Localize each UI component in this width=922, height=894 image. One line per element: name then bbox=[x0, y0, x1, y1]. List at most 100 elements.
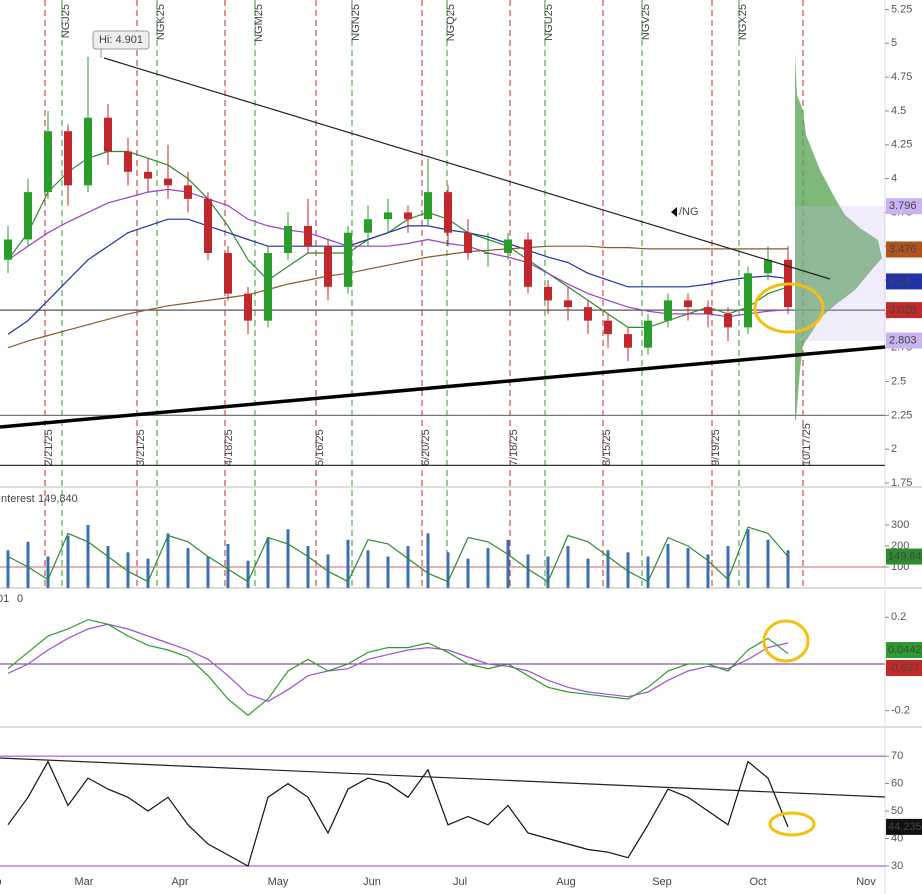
last-label-bg bbox=[886, 642, 922, 658]
x-tick-label: Jul bbox=[453, 876, 467, 888]
candle-body bbox=[764, 259, 772, 274]
rsi-line bbox=[7, 760, 789, 867]
volume-bar bbox=[506, 539, 510, 588]
y-tick-label: 40 bbox=[891, 832, 903, 844]
candle-body bbox=[344, 232, 352, 287]
candle-body bbox=[564, 300, 572, 308]
highlight-circle bbox=[768, 811, 816, 837]
candle-body bbox=[724, 313, 732, 328]
volume-bar bbox=[566, 546, 570, 588]
y-tick-label: 0.2 bbox=[891, 611, 906, 623]
candle-body bbox=[704, 307, 712, 314]
volume-bar bbox=[666, 543, 670, 588]
candle-body bbox=[184, 185, 192, 199]
last-label: 149.84 bbox=[888, 550, 922, 562]
volume-bar bbox=[166, 533, 170, 588]
candle-body bbox=[364, 219, 372, 233]
volume-bar bbox=[266, 537, 270, 588]
symbol-label: /NG bbox=[679, 206, 699, 218]
price-label: 3.476 bbox=[889, 243, 917, 255]
volume-bar bbox=[306, 546, 310, 588]
x-tick-label: Oct bbox=[749, 876, 766, 888]
price-label: 2.803 bbox=[889, 334, 917, 346]
volume-bar bbox=[66, 535, 70, 588]
trendline bbox=[0, 345, 886, 429]
candle-body bbox=[404, 212, 412, 220]
moving-average bbox=[7, 188, 789, 318]
candle-body bbox=[224, 253, 232, 294]
y-tick-label: 5 bbox=[891, 37, 897, 49]
trendline bbox=[0, 757, 886, 798]
volume-bar bbox=[526, 554, 530, 588]
volume-bar bbox=[686, 548, 690, 588]
expiry-label: 5/16/25 bbox=[314, 429, 326, 466]
volume-bar bbox=[606, 550, 610, 588]
candle-body bbox=[324, 246, 332, 287]
x-tick-label: Feb bbox=[0, 876, 1, 888]
y-tick-label: 30 bbox=[891, 860, 903, 872]
expiry-label: 6/20/25 bbox=[420, 429, 432, 466]
candle-body bbox=[24, 192, 32, 240]
volume-bar bbox=[86, 525, 90, 588]
y-tick-label: 4.5 bbox=[891, 105, 906, 117]
volume-bar bbox=[386, 556, 390, 588]
candle-body bbox=[424, 192, 432, 220]
contract-label: NGX25 bbox=[737, 4, 749, 40]
y-tick-label: 4.75 bbox=[891, 71, 912, 83]
y-tick-label: 1.75 bbox=[891, 477, 912, 489]
volume-bar bbox=[106, 546, 110, 588]
y-tick-label: 2 bbox=[891, 443, 897, 455]
volume-bar bbox=[406, 546, 410, 588]
candle-body bbox=[524, 239, 532, 287]
candle-body bbox=[204, 198, 212, 253]
expiry-label: 2/21/25 bbox=[43, 429, 55, 466]
candle-body bbox=[44, 131, 52, 193]
y-tick-label: 60 bbox=[891, 777, 903, 789]
contract-label: NGN25 bbox=[350, 4, 362, 41]
volume-bar bbox=[286, 529, 290, 588]
candle-body bbox=[264, 253, 272, 321]
volume-bar bbox=[426, 533, 430, 588]
volume-bar bbox=[366, 550, 370, 588]
panel-header: 01 bbox=[0, 593, 9, 605]
volume-bar bbox=[646, 556, 650, 588]
candle-body bbox=[624, 334, 632, 348]
volume-bar bbox=[346, 539, 350, 588]
volume-bar bbox=[766, 539, 770, 588]
candle-body bbox=[4, 239, 12, 260]
volume-bar bbox=[466, 558, 470, 588]
candle-body bbox=[164, 178, 172, 186]
contract-label: NGK25 bbox=[155, 4, 167, 40]
x-tick-label: Mar bbox=[75, 876, 94, 888]
price-label: 3.24 bbox=[889, 275, 910, 287]
contract-label: NGJ25 bbox=[60, 4, 72, 38]
price-label-bg bbox=[886, 302, 922, 319]
symbol-marker bbox=[671, 207, 677, 217]
price-label-bg bbox=[886, 198, 922, 215]
candle-body bbox=[664, 300, 672, 321]
volume-bar bbox=[586, 558, 590, 588]
candle-body bbox=[144, 171, 152, 179]
volume-bar bbox=[186, 548, 190, 588]
contract-label: NGV25 bbox=[640, 4, 652, 40]
expiry-label: 9/19/25 bbox=[710, 429, 722, 466]
volume-bar bbox=[226, 543, 230, 588]
y-tick-label: 2.5 bbox=[891, 375, 906, 387]
volume-bar bbox=[246, 560, 250, 588]
volume-bar bbox=[6, 550, 10, 588]
annotation-box bbox=[92, 30, 150, 50]
candle-body bbox=[684, 300, 692, 308]
expiry-label: 8/15/25 bbox=[601, 429, 613, 466]
candle-body bbox=[84, 117, 92, 186]
x-tick-label: Sep bbox=[652, 876, 672, 888]
volume-bar bbox=[126, 552, 130, 588]
highlight-circle bbox=[753, 282, 825, 334]
x-tick-label: Aug bbox=[556, 876, 576, 888]
volume-bar bbox=[146, 558, 150, 588]
volume-profile bbox=[795, 55, 882, 420]
candle-body bbox=[64, 131, 72, 186]
y-tick-label: 50 bbox=[891, 805, 903, 817]
x-tick-label: Apr bbox=[171, 876, 188, 888]
price-label: 3.796 bbox=[889, 200, 917, 212]
